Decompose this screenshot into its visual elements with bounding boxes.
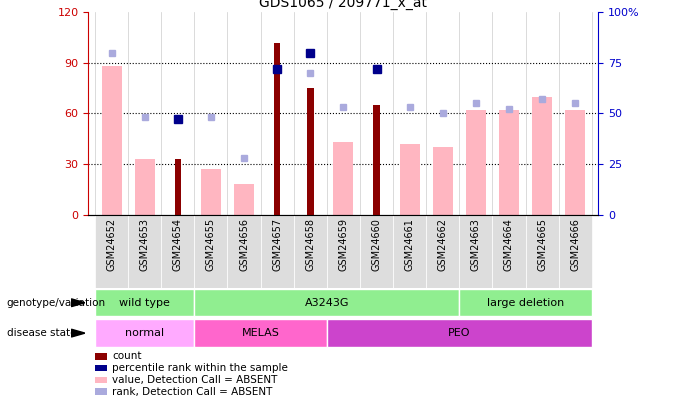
- Bar: [194, 289, 459, 316]
- Text: normal: normal: [125, 328, 165, 338]
- Bar: [432, 147, 453, 215]
- Bar: [135, 159, 154, 215]
- Bar: [294, 215, 327, 288]
- Text: percentile rank within the sample: percentile rank within the sample: [112, 363, 288, 373]
- Text: disease state: disease state: [7, 328, 76, 338]
- Title: GDS1065 / 209771_x_at: GDS1065 / 209771_x_at: [259, 0, 428, 10]
- Bar: [327, 215, 360, 288]
- Bar: [95, 289, 194, 316]
- Bar: [175, 159, 181, 215]
- Text: GSM24659: GSM24659: [339, 218, 348, 271]
- Bar: [492, 215, 526, 288]
- Bar: [426, 215, 459, 288]
- Text: GSM24664: GSM24664: [504, 218, 514, 271]
- Text: value, Detection Call = ABSENT: value, Detection Call = ABSENT: [112, 375, 277, 385]
- Bar: [459, 215, 492, 288]
- Bar: [559, 215, 592, 288]
- Text: rank, Detection Call = ABSENT: rank, Detection Call = ABSENT: [112, 386, 273, 396]
- Text: GSM24666: GSM24666: [571, 218, 580, 271]
- Bar: [466, 110, 486, 215]
- Bar: [95, 320, 194, 347]
- Bar: [201, 169, 221, 215]
- Bar: [95, 215, 128, 288]
- Text: MELAS: MELAS: [241, 328, 279, 338]
- Text: GSM24665: GSM24665: [537, 218, 547, 271]
- Bar: [101, 66, 122, 215]
- Bar: [194, 215, 228, 288]
- Text: GSM24652: GSM24652: [107, 218, 116, 271]
- Text: A3243G: A3243G: [305, 298, 349, 308]
- Text: GSM24663: GSM24663: [471, 218, 481, 271]
- Bar: [459, 289, 592, 316]
- Text: count: count: [112, 352, 141, 361]
- Bar: [161, 215, 194, 288]
- Text: GSM24655: GSM24655: [206, 218, 216, 271]
- Bar: [274, 43, 280, 215]
- Bar: [526, 215, 559, 288]
- Text: GSM24661: GSM24661: [405, 218, 415, 271]
- Bar: [373, 105, 380, 215]
- Bar: [327, 320, 592, 347]
- Text: GSM24658: GSM24658: [305, 218, 316, 271]
- Polygon shape: [71, 329, 85, 337]
- Text: GSM24662: GSM24662: [438, 218, 447, 271]
- Text: GSM24656: GSM24656: [239, 218, 249, 271]
- Text: GSM24657: GSM24657: [272, 218, 282, 271]
- Bar: [393, 215, 426, 288]
- Text: large deletion: large deletion: [487, 298, 564, 308]
- Bar: [307, 88, 313, 215]
- Text: PEO: PEO: [448, 328, 471, 338]
- Bar: [400, 144, 420, 215]
- Bar: [260, 215, 294, 288]
- Bar: [128, 215, 161, 288]
- Polygon shape: [71, 299, 85, 307]
- Bar: [565, 110, 585, 215]
- Bar: [194, 320, 327, 347]
- Bar: [360, 215, 393, 288]
- Bar: [532, 96, 552, 215]
- Bar: [228, 215, 260, 288]
- Text: GSM24654: GSM24654: [173, 218, 183, 271]
- Text: GSM24660: GSM24660: [371, 218, 381, 271]
- Bar: [234, 184, 254, 215]
- Text: GSM24653: GSM24653: [139, 218, 150, 271]
- Bar: [333, 142, 354, 215]
- Bar: [499, 110, 519, 215]
- Text: wild type: wild type: [119, 298, 170, 308]
- Text: genotype/variation: genotype/variation: [7, 298, 106, 308]
